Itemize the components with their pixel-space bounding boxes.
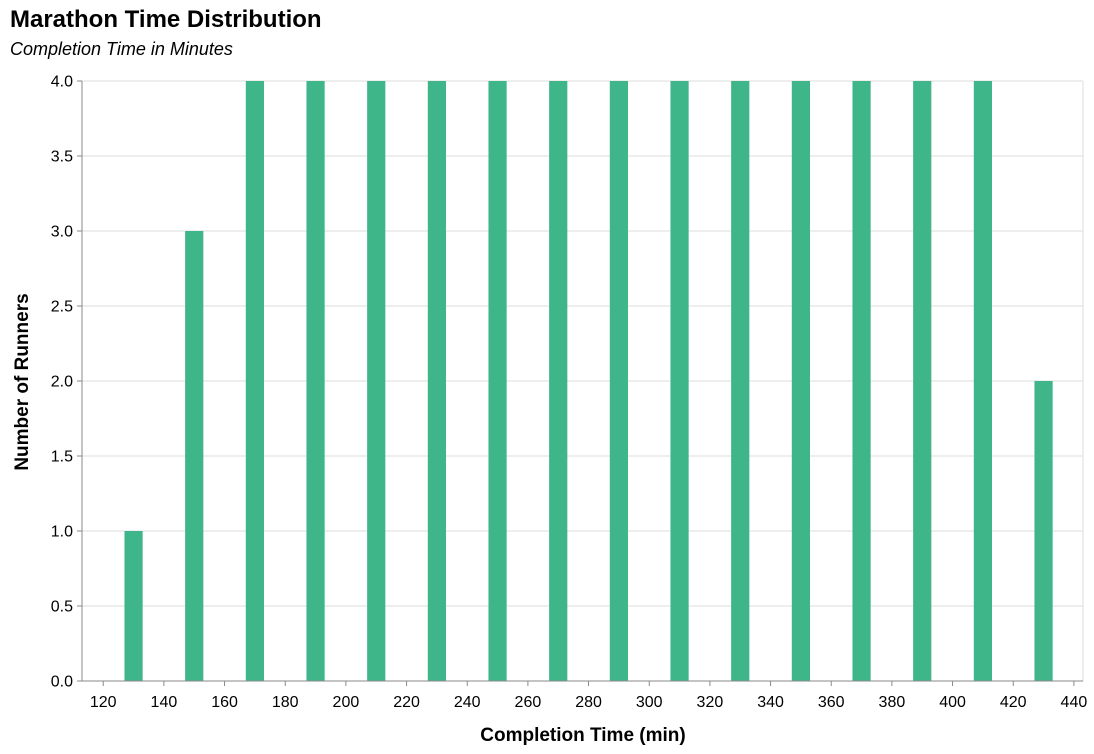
x-tick-label: 420 — [1000, 694, 1027, 711]
chart-subtitle: Completion Time in Minutes — [10, 39, 233, 59]
x-tick-label: 400 — [939, 694, 966, 711]
y-tick-label: 1.0 — [51, 524, 73, 541]
bar — [488, 81, 507, 681]
bar — [670, 81, 689, 681]
x-tick-label: 260 — [515, 694, 542, 711]
bar — [852, 81, 871, 681]
bar — [1034, 381, 1053, 681]
gridlines — [82, 80, 1084, 682]
bar — [973, 81, 992, 681]
bar — [185, 231, 204, 681]
x-tick-label: 200 — [333, 694, 360, 711]
x-tick-label: 360 — [818, 694, 845, 711]
bar — [609, 81, 628, 681]
x-tick-label: 320 — [697, 694, 724, 711]
bar — [791, 81, 810, 681]
bar — [549, 81, 568, 681]
bar — [124, 531, 143, 681]
x-tick-label: 380 — [879, 694, 906, 711]
bar — [245, 81, 264, 681]
x-tick-label: 120 — [90, 694, 117, 711]
y-axis-title: Number of Runners — [12, 293, 33, 470]
x-tick-label: 160 — [211, 694, 238, 711]
bar — [367, 81, 386, 681]
y-tick-label: 1.5 — [51, 449, 73, 466]
x-tick-label: 280 — [575, 694, 602, 711]
x-tick-label: 240 — [454, 694, 481, 711]
y-tick-label: 4.0 — [51, 74, 73, 91]
y-tick-label: 0.5 — [51, 599, 73, 616]
x-tick-label: 340 — [757, 694, 784, 711]
x-tick-label: 220 — [393, 694, 420, 711]
y-tick-label: 3.0 — [51, 224, 73, 241]
y-tick-label: 3.5 — [51, 149, 73, 166]
bars — [124, 81, 1053, 681]
y-tick-label: 2.5 — [51, 299, 73, 316]
x-tick-label: 440 — [1061, 694, 1088, 711]
bar — [731, 81, 750, 681]
bar — [913, 81, 932, 681]
axes: 0.0 0.5 1.0 1.5 2.0 2.5 3.0 3.5 4.0 120 140 160 180 2… — [51, 74, 1088, 712]
x-tick-label: 180 — [272, 694, 299, 711]
bar — [306, 81, 325, 681]
bar — [427, 81, 446, 681]
y-tick-label: 2.0 — [51, 374, 73, 391]
chart-title: Marathon Time Distribution — [10, 6, 322, 33]
x-tick-label: 300 — [636, 694, 663, 711]
x-tick-label: 140 — [151, 694, 178, 711]
y-tick-label: 0.0 — [51, 674, 73, 691]
x-axis-title: Completion Time (min) — [480, 725, 685, 746]
